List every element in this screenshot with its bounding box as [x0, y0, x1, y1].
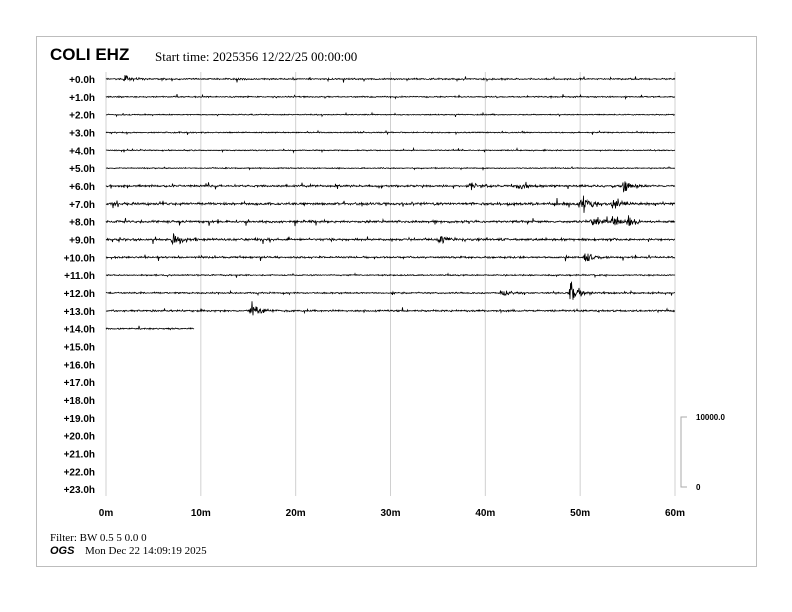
- filter-label: Filter: BW 0.5 5 0.0 0: [50, 532, 147, 544]
- row-label: +20.0h: [64, 432, 95, 443]
- trace-row-14: [105, 325, 195, 331]
- row-label: +14.0h: [64, 325, 95, 336]
- start-time: Start time: 2025356 12/22/25 00:00:00: [155, 49, 358, 64]
- row-label: +10.0h: [64, 253, 95, 264]
- amplitude-scale-bar: [680, 416, 687, 488]
- row-label: +3.0h: [69, 128, 95, 139]
- row-label: +23.0h: [64, 485, 95, 496]
- x-tick-label: 50m: [570, 508, 590, 519]
- trace-row-13: [105, 301, 676, 316]
- station-title: COLI EHZ: [50, 45, 130, 64]
- trace-row-4: [105, 146, 676, 154]
- row-label: +11.0h: [64, 271, 95, 282]
- agency-label: OGS: [50, 545, 75, 557]
- trace-row-5: [105, 166, 675, 172]
- row-label: +16.0h: [64, 360, 95, 371]
- trace-row-6: [105, 181, 676, 193]
- trace-row-12: [105, 281, 676, 300]
- row-label: +15.0h: [64, 342, 95, 353]
- printed-time: Mon Dec 22 14:09:19 2025: [85, 545, 207, 557]
- x-tick-label: 20m: [286, 508, 306, 519]
- x-tick-label: 60m: [665, 508, 685, 519]
- trace-row-1: [105, 93, 676, 101]
- row-label: +17.0h: [64, 378, 95, 389]
- row-label: +4.0h: [69, 146, 95, 157]
- row-label: +1.0h: [69, 93, 95, 104]
- row-label: +12.0h: [64, 289, 95, 300]
- x-tick-label: 30m: [380, 508, 400, 519]
- row-label: +0.0h: [69, 75, 95, 86]
- trace-row-8: [105, 215, 676, 227]
- row-label: +13.0h: [64, 307, 95, 318]
- row-label: +5.0h: [69, 164, 95, 175]
- row-label: +8.0h: [69, 218, 95, 229]
- x-tick-label: 0m: [99, 508, 114, 519]
- row-label: +19.0h: [64, 414, 95, 425]
- trace-row-3: [105, 129, 676, 136]
- x-tick-label: 10m: [191, 508, 211, 519]
- trace-row-7: [105, 195, 676, 213]
- row-label: +2.0h: [69, 111, 95, 122]
- row-label: +9.0h: [69, 235, 95, 246]
- scale-bottom-label: 0: [696, 483, 701, 492]
- row-label: +6.0h: [69, 182, 95, 193]
- trace-row-2: [105, 111, 676, 118]
- trace-row-11: [105, 272, 676, 279]
- trace-row-10: [105, 253, 676, 262]
- trace-row-9: [105, 233, 675, 246]
- x-tick-label: 40m: [475, 508, 495, 519]
- scale-top-label: 10000.0: [696, 413, 725, 422]
- row-label: +18.0h: [64, 396, 95, 407]
- trace-row-0: [105, 74, 676, 83]
- plot-frame: [36, 36, 757, 567]
- row-label: +21.0h: [64, 449, 95, 460]
- row-label: +22.0h: [64, 467, 95, 478]
- row-label: +7.0h: [69, 200, 95, 211]
